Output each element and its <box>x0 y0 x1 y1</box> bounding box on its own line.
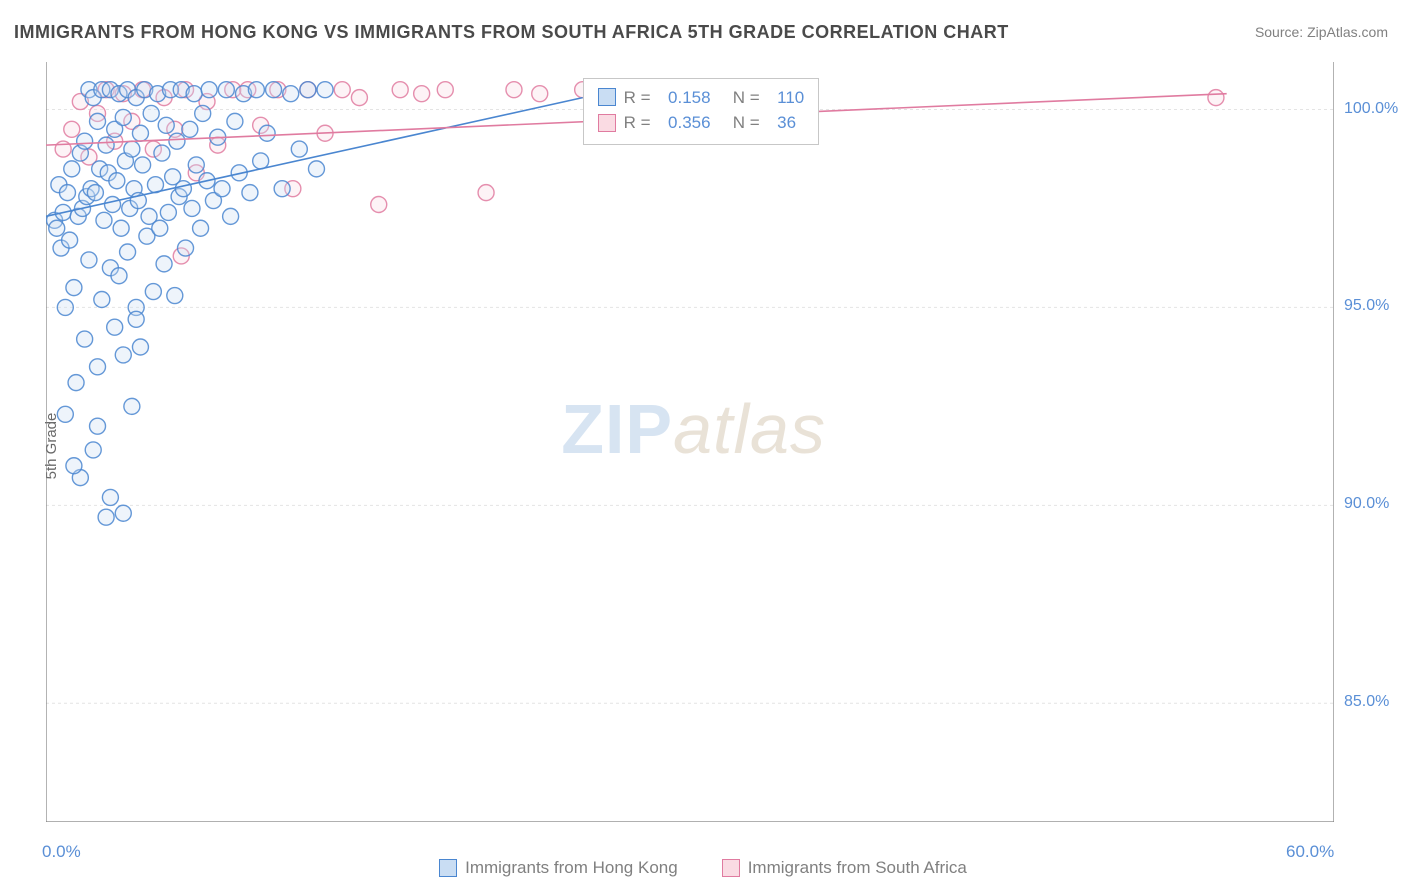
correlation-stats-box: R = 0.158 N = 110R = 0.356 N = 36 <box>583 78 820 145</box>
legend-label-hong-kong: Immigrants from Hong Kong <box>465 858 678 878</box>
scatter-plot <box>46 62 1334 822</box>
legend-swatch-south-africa <box>722 859 740 877</box>
legend-item-hong-kong: Immigrants from Hong Kong <box>439 858 678 878</box>
source-label: Source: ZipAtlas.com <box>1255 24 1388 40</box>
chart-title: IMMIGRANTS FROM HONG KONG VS IMMIGRANTS … <box>14 22 1009 43</box>
bottom-legend: Immigrants from Hong Kong Immigrants fro… <box>0 858 1406 878</box>
legend-swatch-hong-kong <box>439 859 457 877</box>
legend-item-south-africa: Immigrants from South Africa <box>722 858 967 878</box>
legend-label-south-africa: Immigrants from South Africa <box>748 858 967 878</box>
